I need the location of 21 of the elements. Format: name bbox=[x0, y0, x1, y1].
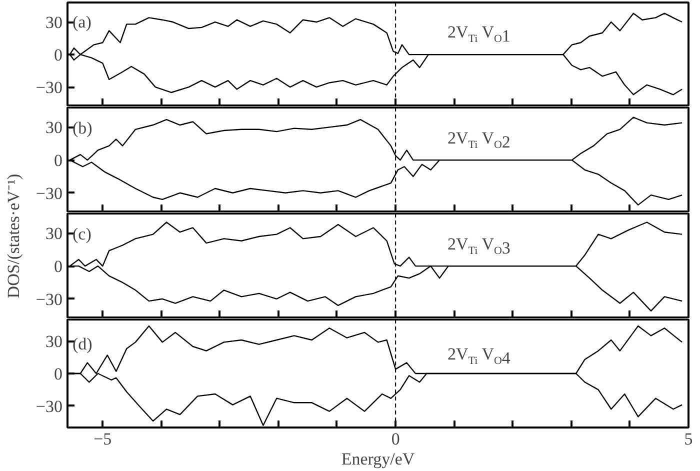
y-tick-label: 0 bbox=[54, 364, 62, 384]
x-tick-label: 0 bbox=[391, 430, 400, 448]
x-tick-label: −5 bbox=[94, 430, 112, 448]
y-tick-label: 0 bbox=[54, 46, 62, 65]
annotation: (a) bbox=[72, 12, 92, 32]
y-axis-title: DOS/(states·eV⁻¹) bbox=[4, 174, 23, 298]
y-tick-label: −30 bbox=[36, 184, 63, 203]
y-tick-label: −30 bbox=[36, 78, 63, 98]
y-tick-label: 0 bbox=[54, 257, 62, 276]
annotation: (c) bbox=[72, 224, 92, 244]
annotation: (d) bbox=[72, 334, 92, 354]
annotation: (b) bbox=[72, 118, 92, 138]
y-tick-label: 30 bbox=[46, 224, 62, 244]
x-tick-label: 5 bbox=[684, 430, 693, 448]
y-tick-label: −30 bbox=[36, 396, 63, 416]
y-tick-label: 0 bbox=[54, 151, 62, 170]
x-axis-title: Energy/eV bbox=[341, 450, 416, 468]
y-tick-label: −30 bbox=[36, 290, 63, 309]
y-tick-label: 30 bbox=[46, 13, 62, 32]
y-tick-label: 30 bbox=[46, 332, 62, 352]
y-tick-label: 30 bbox=[46, 118, 62, 138]
